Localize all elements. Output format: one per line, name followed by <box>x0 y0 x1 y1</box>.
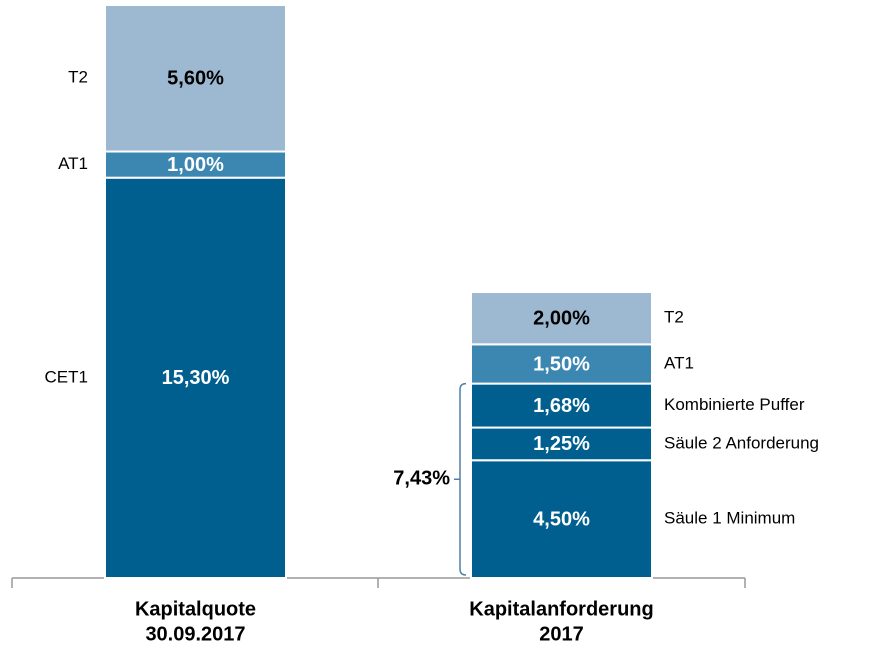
segment-name: Säule 1 Minimum <box>664 509 795 528</box>
value-label: 2,00% <box>533 307 590 329</box>
x-tick-label: 2017 <box>539 623 584 645</box>
bar-segment <box>470 343 653 385</box>
value-label: 1,25% <box>533 433 590 455</box>
segment-name: AT1 <box>664 353 694 372</box>
segment-name: AT1 <box>58 154 88 173</box>
bar-segment <box>470 459 653 580</box>
segment-name: T2 <box>68 68 88 87</box>
bar-segment <box>104 4 287 153</box>
segment-name: T2 <box>664 308 684 327</box>
bar-segment <box>470 291 653 346</box>
segment-name: Kombinierte Puffer <box>664 395 805 414</box>
value-label: 1,00% <box>167 154 224 176</box>
bar-segment <box>104 176 287 579</box>
x-tick-label: 30.09.2017 <box>145 623 245 645</box>
bar-segment <box>470 426 653 462</box>
bar-segment <box>470 382 653 429</box>
value-label: 15,30% <box>162 367 230 389</box>
x-tick-label: Kapitalquote <box>135 598 256 620</box>
value-label: 1,68% <box>533 395 590 417</box>
x-tick-label: Kapitalanforderung <box>469 598 653 620</box>
value-label: 4,50% <box>533 508 590 530</box>
bracket <box>454 382 467 576</box>
value-label: 1,50% <box>533 353 590 375</box>
segment-name: Säule 2 Anforderung <box>664 433 819 452</box>
axis <box>11 577 746 588</box>
bar-segment <box>104 150 287 179</box>
value-label: 5,60% <box>167 68 224 90</box>
segment-name: CET1 <box>45 367 88 386</box>
annotation-label: 7,43% <box>393 468 450 490</box>
